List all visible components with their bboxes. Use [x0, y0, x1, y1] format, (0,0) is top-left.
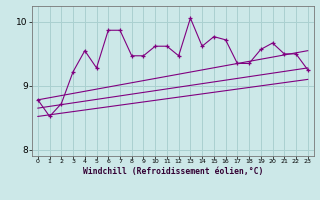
X-axis label: Windchill (Refroidissement éolien,°C): Windchill (Refroidissement éolien,°C): [83, 167, 263, 176]
